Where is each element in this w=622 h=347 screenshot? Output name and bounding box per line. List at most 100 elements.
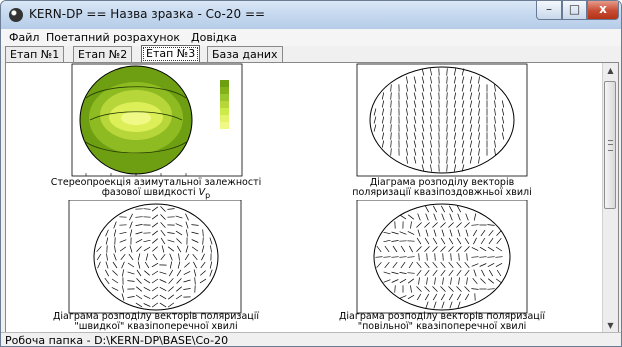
polarization-vector: [478, 76, 480, 84]
polarization-vector: [464, 246, 470, 252]
polarization-vector: [168, 278, 174, 284]
polarization-vector: [406, 124, 408, 132]
vertical-scrollbar[interactable]: ▲ ▼: [602, 63, 618, 333]
minimize-button[interactable]: –: [536, 1, 562, 20]
polarization-vector: [390, 148, 392, 156]
polarization-vector: [111, 278, 119, 284]
polarization-vector: [432, 269, 438, 277]
polarization-vector: [406, 92, 408, 100]
polarization-vector: [160, 237, 166, 245]
title-bar[interactable]: KERN-DP == Назва зразка - Co-20 == – □ x: [1, 1, 621, 30]
polarization-vector: [487, 262, 495, 268]
polarization-vector: [175, 223, 183, 227]
polarization-vector: [487, 278, 495, 284]
polarization-vector: [426, 253, 428, 261]
polarization-vector: [151, 230, 159, 236]
polarization-vector: [390, 116, 392, 124]
menu-bar: Файл Поетапний розрахунок Довідка: [1, 29, 621, 46]
status-bar: Робоча папка - D:\KERN-DP\BASE\Co-20: [1, 332, 621, 346]
polarization-vector: [448, 246, 454, 252]
polarization-vector: [376, 262, 382, 268]
polarization-vector: [373, 116, 377, 124]
polarization-vector: [458, 277, 460, 285]
caption-line-1: Діаграма розподілу векторів поляризації: [338, 311, 546, 322]
scroll-down-arrow-icon[interactable]: ▼: [607, 321, 614, 330]
polarization-vector: [453, 68, 457, 76]
menu-help[interactable]: Довідка: [191, 31, 237, 44]
polarization-vector: [461, 164, 465, 172]
polarization-vector: [448, 269, 454, 277]
menu-stepwise-calculation[interactable]: Поетапний розрахунок: [46, 31, 180, 44]
polarization-vector: [446, 140, 448, 148]
polarization-vector: [440, 293, 446, 301]
polarization-vector: [421, 140, 425, 148]
polarization-vector: [494, 124, 496, 132]
polarization-vector: [473, 269, 477, 277]
polarization-vector: [478, 124, 480, 132]
polarization-vector: [151, 262, 159, 268]
polarization-vector: [390, 140, 392, 148]
polarization-vector: [375, 256, 383, 258]
polarization-vector: [105, 229, 109, 237]
polarization-vector: [152, 246, 158, 252]
polarization-vector: [461, 100, 465, 108]
polarization-vector: [453, 100, 457, 108]
polarization-vector: [478, 100, 480, 108]
polarization-vector: [479, 263, 487, 267]
polarization-vector: [159, 271, 167, 275]
tab-database[interactable]: База даних: [207, 46, 283, 62]
plot-frame: [356, 63, 528, 177]
polarization-vector: [461, 124, 465, 132]
polarization-vector: [199, 278, 207, 284]
polarization-vector: [383, 239, 391, 243]
polarization-vector: [469, 84, 473, 92]
polarization-vector: [121, 261, 125, 269]
polarization-vector: [176, 269, 182, 277]
polarization-vector: [175, 294, 183, 300]
polarization-vector: [383, 271, 391, 275]
polarization-vector: [446, 116, 448, 124]
scroll-up-arrow-icon[interactable]: ▲: [607, 66, 614, 75]
caption-line-2: "швидкої" квазіпоперечної хвилі: [74, 321, 238, 332]
polarization-vector: [430, 76, 432, 84]
scroll-thumb[interactable]: [604, 81, 616, 209]
polarization-vector: [446, 92, 448, 100]
polarization-vector: [465, 213, 469, 221]
menu-file[interactable]: Файл: [9, 31, 40, 44]
polarization-vector: [413, 116, 417, 124]
polarization-vector: [440, 237, 446, 245]
polarization-vector: [373, 124, 377, 132]
polarization-vector: [479, 246, 487, 252]
polarization-vector: [167, 294, 175, 300]
polarization-vector: [446, 84, 448, 92]
polarization-vector: [478, 116, 480, 124]
polarization-vector: [413, 124, 417, 132]
tab-stage-1[interactable]: Етап №1: [5, 46, 65, 62]
tab-stage-2[interactable]: Етап №2: [73, 46, 133, 62]
polarization-vector: [112, 270, 118, 276]
polarization-vector: [151, 286, 159, 292]
polarization-vector: [473, 237, 477, 245]
polarization-vector: [127, 296, 135, 298]
stage-3-content: Стереопроекція азимутальної залежності ф…: [5, 62, 619, 334]
polarization-vector: [128, 253, 134, 261]
tab-stage-3[interactable]: Етап №3: [141, 45, 201, 63]
maximize-button[interactable]: □: [562, 1, 587, 20]
app-icon[interactable]: [9, 8, 23, 22]
polarization-vector: [446, 100, 448, 108]
polarization-vector: [399, 272, 407, 274]
polarization-vector: [449, 213, 453, 221]
polarization-vector: [144, 261, 150, 269]
polarization-vector: [407, 272, 415, 274]
polarization-vector: [136, 269, 142, 277]
polarization-vector: [472, 229, 478, 237]
polarization-vector: [430, 148, 432, 156]
polarization-vector: [381, 140, 385, 148]
polarization-vector: [425, 229, 429, 237]
polarization-vector: [461, 76, 465, 84]
close-button[interactable]: x: [587, 1, 619, 20]
polarization-vector: [453, 84, 457, 92]
polarization-vector: [501, 124, 505, 132]
polarization-vector: [441, 229, 445, 237]
polarization-vector: [381, 116, 385, 124]
